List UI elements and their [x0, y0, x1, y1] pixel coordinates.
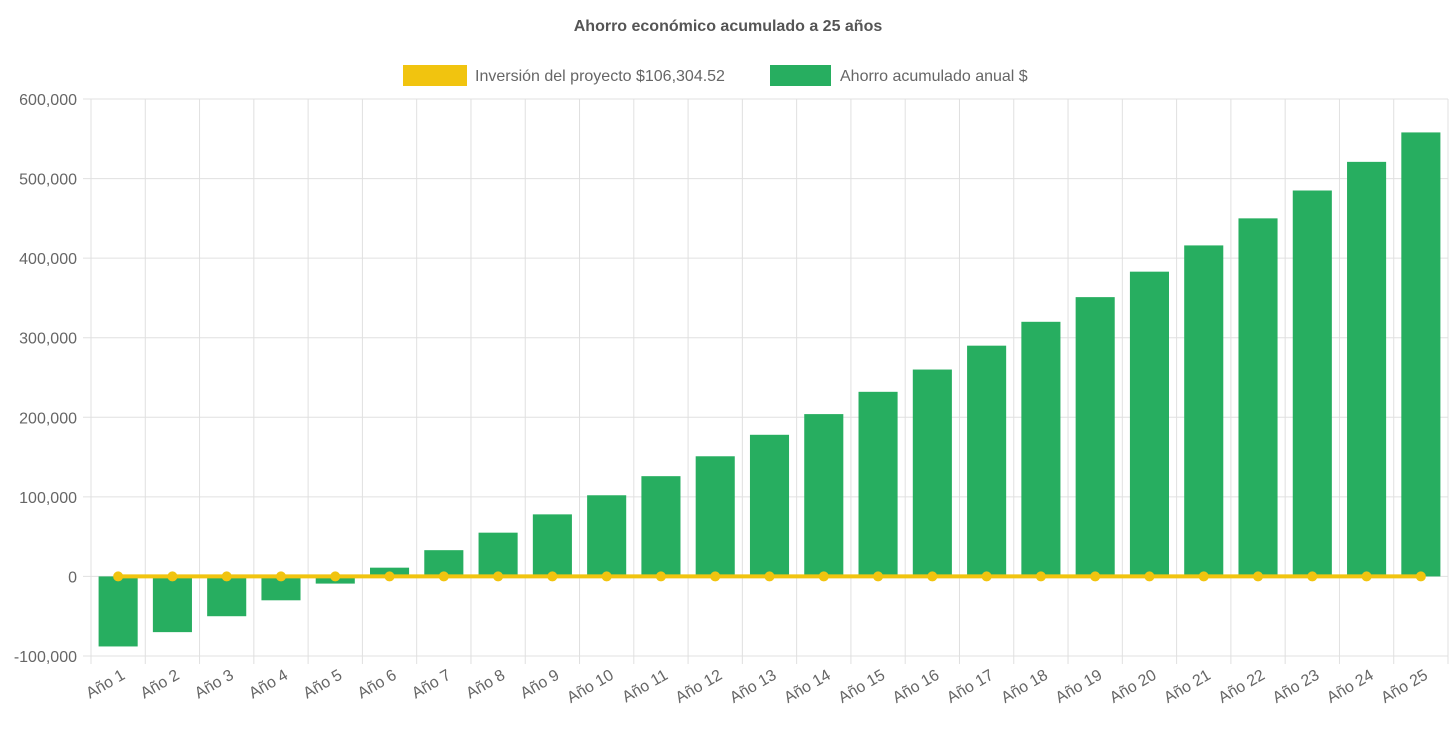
x-tick-label: Año 4: [246, 667, 291, 703]
bar-savings-15[interactable]: [858, 391, 898, 577]
point-investment-23[interactable]: [1307, 571, 1318, 582]
point-investment-8[interactable]: [493, 571, 504, 582]
point-investment-24[interactable]: [1361, 571, 1372, 582]
bar-savings-12[interactable]: [695, 456, 735, 577]
x-tick-label: Año 12: [673, 667, 726, 707]
x-tick-label: Año 23: [1270, 667, 1323, 707]
x-tick-label: Año 1: [83, 667, 128, 703]
x-tick-label: Año 24: [1324, 667, 1377, 707]
point-investment-18[interactable]: [1035, 571, 1046, 582]
bar-savings-16[interactable]: [912, 369, 952, 577]
x-tick-label: Año 8: [463, 667, 508, 703]
bar-savings-3[interactable]: [207, 576, 247, 617]
bar-savings-8[interactable]: [478, 532, 518, 577]
y-tick-label: 0: [68, 569, 77, 586]
bar-savings-1[interactable]: [98, 576, 138, 647]
point-investment-2[interactable]: [167, 571, 178, 582]
y-tick-label: -100,000: [14, 649, 77, 666]
bar-savings-14[interactable]: [804, 414, 844, 577]
x-axis: Año 1 Año 2 Año 3 Año 4 Año 5 Año 6 Año 7 Año 8…: [83, 667, 1431, 707]
bar-savings-17[interactable]: [967, 345, 1007, 577]
x-tick-label: Año 25: [1378, 667, 1431, 707]
point-investment-15[interactable]: [873, 571, 884, 582]
bar-savings-4[interactable]: [261, 576, 301, 601]
x-tick-label: Año 7: [409, 667, 454, 703]
bar-savings-21[interactable]: [1184, 245, 1224, 577]
point-investment-7[interactable]: [438, 571, 449, 582]
x-tick-label: Año 17: [944, 667, 997, 707]
bar-savings-23[interactable]: [1292, 190, 1332, 577]
x-tick-label: Año 22: [1216, 667, 1269, 707]
y-tick-label: 300,000: [19, 331, 77, 348]
x-tick-label: Año 21: [1161, 667, 1214, 707]
y-tick-label: 600,000: [19, 92, 77, 109]
x-tick-label: Año 11: [620, 667, 671, 707]
bar-series-savings: [98, 132, 1441, 647]
point-investment-3[interactable]: [221, 571, 232, 582]
point-investment-19[interactable]: [1090, 571, 1101, 582]
x-tick-label: Año 19: [1053, 667, 1106, 707]
y-tick-label: 100,000: [19, 490, 77, 507]
bar-savings-22[interactable]: [1238, 218, 1278, 577]
point-investment-12[interactable]: [710, 571, 721, 582]
point-investment-4[interactable]: [275, 571, 286, 582]
x-tick-label: Año 13: [727, 667, 780, 707]
y-tick-label: 400,000: [19, 251, 77, 268]
point-investment-13[interactable]: [764, 571, 775, 582]
x-tick-label: Año 9: [518, 667, 563, 703]
x-tick-label: Año 10: [564, 667, 617, 707]
x-tick-label: Año 20: [1107, 667, 1160, 707]
x-tick-label: Año 5: [301, 667, 346, 703]
point-investment-5[interactable]: [330, 571, 341, 582]
point-investment-6[interactable]: [384, 571, 395, 582]
point-investment-10[interactable]: [601, 571, 612, 582]
x-tick-label: Año 15: [836, 667, 889, 707]
grid-lines: [83, 98, 1449, 664]
point-investment-9[interactable]: [547, 571, 558, 582]
y-tick-label: 200,000: [19, 410, 77, 427]
point-investment-16[interactable]: [927, 571, 938, 582]
bar-savings-20[interactable]: [1129, 271, 1170, 577]
line-series-investment: [113, 571, 1426, 582]
bar-savings-25[interactable]: [1401, 132, 1441, 577]
bar-savings-2[interactable]: [152, 576, 192, 633]
bar-savings-10[interactable]: [587, 495, 627, 577]
bar-savings-13[interactable]: [749, 434, 790, 577]
legend-label-investment[interactable]: Inversión del proyecto $106,304.52: [475, 68, 725, 85]
x-tick-label: Año 6: [355, 667, 400, 703]
point-investment-22[interactable]: [1253, 571, 1264, 582]
point-investment-14[interactable]: [818, 571, 829, 582]
point-investment-1[interactable]: [113, 571, 124, 582]
point-investment-20[interactable]: [1144, 571, 1155, 582]
x-tick-label: Año 18: [998, 667, 1051, 707]
x-tick-label: Año 2: [138, 667, 183, 703]
point-investment-11[interactable]: [655, 571, 666, 582]
bar-savings-11[interactable]: [641, 476, 681, 577]
legend-label-savings[interactable]: Ahorro acumulado anual $: [840, 68, 1028, 85]
legend-swatch-savings[interactable]: [770, 65, 831, 86]
bar-savings-18[interactable]: [1021, 321, 1061, 577]
x-tick-label: Año 16: [890, 667, 943, 707]
legend: Inversión del proyecto $106,304.52 Ahorr…: [403, 65, 1028, 86]
point-investment-25[interactable]: [1415, 571, 1426, 582]
chart-title: Ahorro económico acumulado a 25 años: [574, 18, 883, 35]
point-investment-21[interactable]: [1198, 571, 1209, 582]
bar-savings-19[interactable]: [1075, 297, 1115, 577]
legend-swatch-investment[interactable]: [403, 65, 467, 86]
x-tick-label: Año 3: [192, 667, 237, 703]
y-axis: -100,000 0 100,000 200,000 300,000 400,000 500…: [14, 92, 77, 666]
x-tick-label: Año 14: [781, 667, 834, 707]
point-investment-17[interactable]: [981, 571, 992, 582]
bar-savings-24[interactable]: [1347, 161, 1387, 577]
y-tick-label: 500,000: [19, 172, 77, 189]
bar-savings-9[interactable]: [532, 514, 572, 577]
